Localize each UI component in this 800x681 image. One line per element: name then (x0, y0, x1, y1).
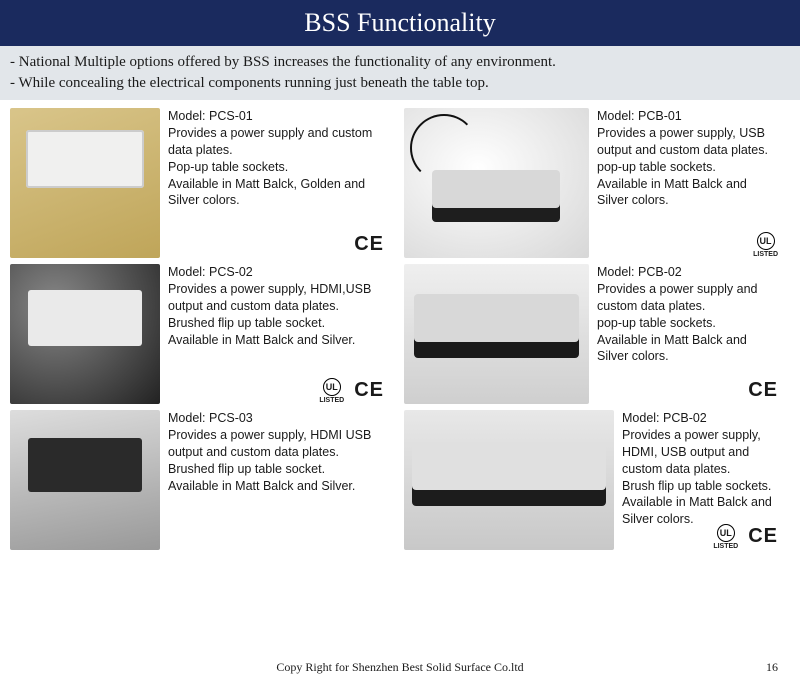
product-card: Model: PCS-03Provides a power supply, HD… (10, 410, 386, 550)
subheader-line: - While concealing the electrical compon… (10, 73, 790, 94)
ce-mark-icon: CE (354, 377, 384, 404)
ul-listed-icon: ULLISTED (319, 378, 344, 404)
product-image (404, 108, 589, 258)
cert-row: ULLISTED CE (319, 377, 384, 404)
model-label: Model: PCS-03 (168, 410, 386, 427)
cert-row: ULLISTED (753, 232, 778, 258)
product-grid: Model: PCS-01Provides a power supply and… (0, 100, 800, 554)
desc-line: Brushed flip up table socket. (168, 461, 386, 478)
page-title: BSS Functionality (304, 8, 495, 37)
product-image (10, 410, 160, 550)
product-card: Model: PCB-01Provides a power supply, US… (404, 108, 780, 258)
ce-mark-icon: CE (354, 231, 384, 258)
product-description: Model: PCB-02Provides a power supply and… (597, 264, 780, 404)
model-label: Model: PCB-01 (597, 108, 780, 125)
desc-line: Provides a power supply, HDMI,USB output… (168, 281, 386, 315)
desc-line: Available in Matt Balck and Silver. (168, 478, 386, 495)
desc-line: Provides a power supply and custom data … (597, 281, 780, 315)
product-description: Model: PCS-01Provides a power supply and… (168, 108, 386, 258)
product-description: Model: PCS-02Provides a power supply, HD… (168, 264, 386, 404)
desc-line: Provides a power supply, USB output and … (597, 125, 780, 159)
cert-row: CE (748, 377, 778, 404)
subheader-line: - National Multiple options offered by B… (10, 52, 790, 73)
product-card: Model: PCB-02Provides a power supply, HD… (404, 410, 780, 550)
footer: Copy Right for Shenzhen Best Solid Surfa… (0, 660, 800, 675)
ce-mark-icon: CE (748, 377, 778, 404)
product-card: Model: PCS-01Provides a power supply and… (10, 108, 386, 258)
desc-line: Pop-up table sockets. (168, 159, 386, 176)
model-label: Model: PCS-02 (168, 264, 386, 281)
desc-line: Provides a power supply, HDMI USB output… (168, 427, 386, 461)
cert-row: ULLISTED CE (713, 523, 778, 550)
cert-row: CE (354, 231, 384, 258)
desc-line: Available in Matt Balck and Silver color… (597, 176, 780, 210)
page-number: 16 (766, 660, 778, 675)
product-card: Model: PCS-02Provides a power supply, HD… (10, 264, 386, 404)
title-bar: BSS Functionality (0, 0, 800, 46)
ul-listed-icon: ULLISTED (713, 524, 738, 550)
product-description: Model: PCB-02Provides a power supply, HD… (622, 410, 780, 550)
desc-line: Available in Matt Balck and Silver color… (597, 332, 780, 366)
desc-line: Available in Matt Balck, Golden and Silv… (168, 176, 386, 210)
sub-header: - National Multiple options offered by B… (0, 46, 800, 100)
ce-mark-icon: CE (748, 523, 778, 550)
desc-line: Available in Matt Balck and Silver. (168, 332, 386, 349)
model-label: Model: PCB-02 (597, 264, 780, 281)
model-label: Model: PCS-01 (168, 108, 386, 125)
model-label: Model: PCB-02 (622, 410, 780, 427)
product-image (404, 410, 614, 550)
desc-line: Provides a power supply and custom data … (168, 125, 386, 159)
product-image (10, 108, 160, 258)
product-description: Model: PCS-03Provides a power supply, HD… (168, 410, 386, 550)
product-image (10, 264, 160, 404)
desc-line: Provides a power supply, HDMI, USB outpu… (622, 427, 780, 478)
product-card: Model: PCB-02Provides a power supply and… (404, 264, 780, 404)
ul-listed-icon: ULLISTED (753, 232, 778, 258)
copyright: Copy Right for Shenzhen Best Solid Surfa… (0, 660, 800, 675)
desc-line: Brushed flip up table socket. (168, 315, 386, 332)
product-image (404, 264, 589, 404)
desc-line: pop-up table sockets. (597, 159, 780, 176)
desc-line: Brush flip up table sockets. (622, 478, 780, 495)
desc-line: pop-up table sockets. (597, 315, 780, 332)
product-description: Model: PCB-01Provides a power supply, US… (597, 108, 780, 258)
